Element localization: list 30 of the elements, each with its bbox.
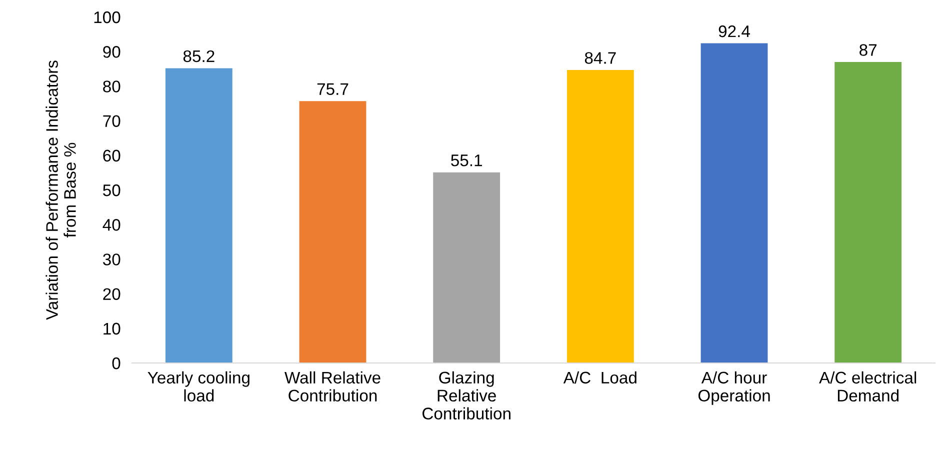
x-tick-label: A/C hour Operation [698,371,770,405]
bar [433,172,500,363]
data-label: 55.1 [451,154,482,166]
x-tick-label: Yearly cooling load [148,371,250,402]
y-tick-label: 50 [103,184,120,196]
bar [834,62,902,363]
bar [165,68,232,363]
y-tick-label: 60 [103,150,120,162]
y-axis-title: Variation of Performance Indicators from Base % [46,60,76,320]
data-label: 87 [860,44,877,56]
y-tick-label: 20 [103,288,120,300]
x-tick-label: A/C electrical Demand [819,371,916,402]
bar [700,43,768,363]
y-tick-label: 90 [103,46,120,58]
bar [299,101,366,363]
x-tick-label: Glazing Relative Contribution [422,371,510,420]
y-tick-label: 100 [94,11,120,24]
y-tick-label: 30 [102,254,120,266]
y-tick-label: 10 [104,322,120,335]
x-tick-label: A/C Load [563,371,636,384]
data-label: 84.7 [584,52,616,64]
data-label: 75.7 [317,83,348,96]
data-label: 92.4 [718,25,750,38]
y-tick-label: 0 [112,357,120,370]
y-tick-label: 70 [103,115,120,128]
x-tick-label: Wall Relative Contribution [284,371,380,402]
data-label: 85.2 [183,50,214,62]
y-tick-label: 80 [103,80,120,92]
y-tick-label: 40 [102,219,120,231]
bar [566,70,634,363]
